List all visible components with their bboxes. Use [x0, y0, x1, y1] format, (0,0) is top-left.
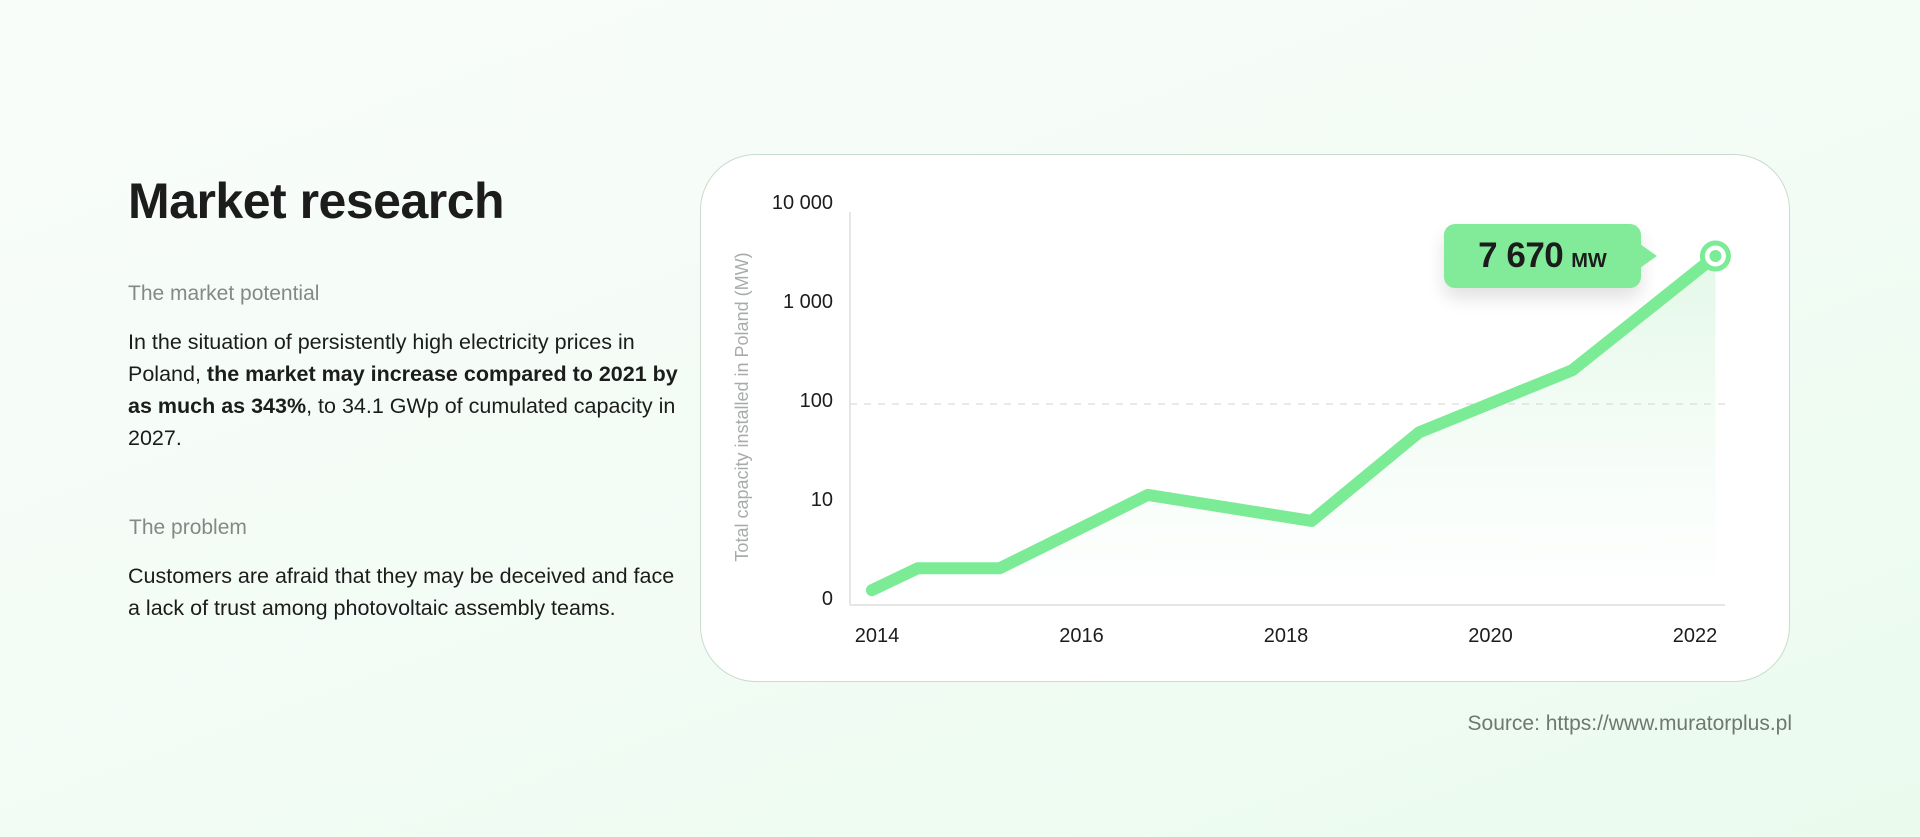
- x-tick-label: 2016: [1059, 625, 1104, 647]
- y-tick-label: 10 000: [772, 192, 833, 214]
- text-regular: In the situation of persistently high el…: [128, 330, 635, 386]
- y-tick-label: 1 000: [783, 291, 833, 313]
- area-fill: [871, 256, 1716, 605]
- source-citation: Source: https://www.muratorplus.pl: [1467, 712, 1792, 735]
- y-tick-label: 0: [822, 588, 833, 610]
- text-column: Market research The market potential In …: [128, 168, 688, 620]
- y-tick-label: 10: [811, 489, 833, 511]
- highlight-point-center: [1709, 250, 1722, 262]
- x-tick-label: 2018: [1264, 625, 1309, 647]
- text-highlight: the market may increase compared to 2021…: [128, 362, 678, 418]
- value-tooltip: 7 670 MW: [1444, 224, 1657, 288]
- y-tick-label: 100: [800, 390, 833, 412]
- section-text-problem: Customers are afraid that they may be de…: [128, 564, 675, 620]
- y-axis-label: Total capacity installed in Poland (MW): [732, 252, 752, 561]
- section-subtitle-market-potential: The market potential: [128, 282, 320, 305]
- tooltip-value: 7 670: [1478, 236, 1564, 275]
- x-tick-label: 2022: [1673, 625, 1718, 647]
- series-line: [865, 250, 1722, 597]
- page-title: Market research: [128, 173, 505, 229]
- section-text-market-potential: In the situation of persistently high el…: [128, 326, 688, 454]
- x-tick-label: 2020: [1468, 625, 1513, 647]
- x-tick-label: 2014: [855, 625, 900, 647]
- tooltip-unit: MW: [1571, 249, 1607, 272]
- section-subtitle-problem: The problem: [129, 516, 247, 539]
- text-regular: , to 34.1 GWp of cumulated capacity in 2…: [128, 394, 676, 450]
